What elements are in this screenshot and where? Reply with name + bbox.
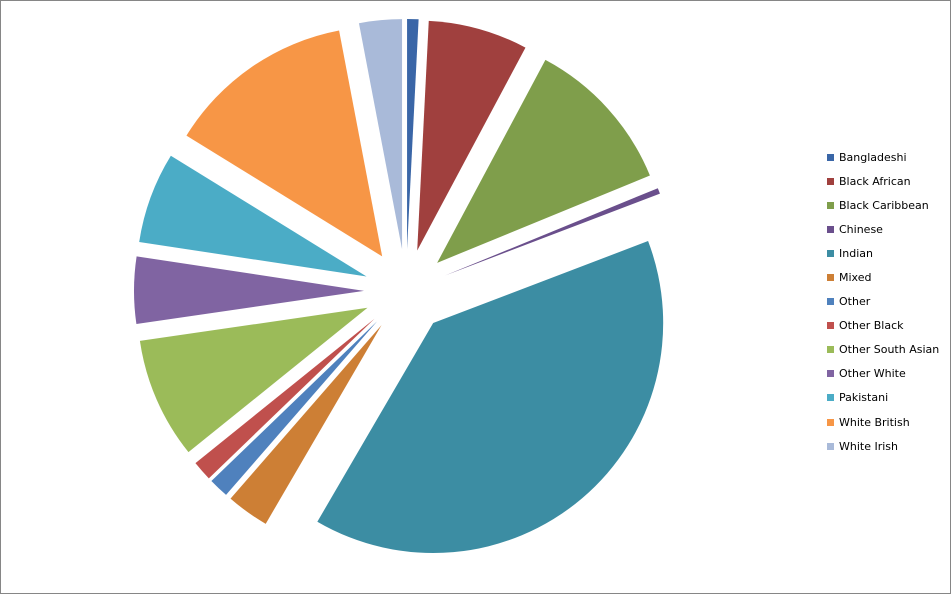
- pie-slice-other: [211, 321, 378, 495]
- pie-slice-white-irish: [358, 19, 403, 250]
- legend-label: Indian: [839, 246, 873, 260]
- legend-swatch: [827, 201, 834, 209]
- legend-item: Black African: [827, 169, 939, 193]
- legend-swatch: [827, 153, 834, 161]
- pie-slice-other-south-asian: [139, 307, 368, 453]
- legend-swatch: [827, 442, 834, 450]
- pie-slice-black-caribbean: [437, 59, 650, 263]
- legend-swatch: [827, 225, 834, 233]
- legend-swatch: [827, 298, 834, 306]
- legend: Bangladeshi Black African Black Caribbean C…: [827, 145, 939, 458]
- legend-item: Indian: [827, 241, 939, 265]
- legend-item: Black Caribbean: [827, 193, 939, 217]
- pie-slice-chinese: [445, 188, 660, 276]
- legend-item: Pakistani: [827, 386, 939, 410]
- legend-label: White British: [839, 415, 910, 429]
- legend-label: Chinese: [839, 222, 883, 236]
- legend-label: Other: [839, 295, 871, 309]
- legend-item: Other South Asian: [827, 338, 939, 362]
- legend-swatch: [827, 370, 834, 378]
- legend-swatch: [827, 177, 834, 185]
- legend-swatch: [827, 322, 834, 330]
- legend-item: Chinese: [827, 217, 939, 241]
- pie-slice-other-white: [134, 256, 365, 324]
- legend-swatch: [827, 346, 834, 354]
- legend-item: Mixed: [827, 265, 939, 289]
- legend-item: Bangladeshi: [827, 145, 939, 169]
- legend-label: Other Black: [839, 319, 904, 333]
- legend-label: Other South Asian: [839, 343, 940, 357]
- legend-label: Black Caribbean: [839, 198, 929, 212]
- legend-label: White Irish: [839, 439, 899, 453]
- pie-slice-white-british: [186, 30, 383, 257]
- legend-item: White British: [827, 410, 939, 434]
- legend-item: Other White: [827, 362, 939, 386]
- pie-slice-bangladeshi: [407, 19, 419, 250]
- legend-label: Mixed: [839, 271, 872, 285]
- pie-slice-mixed: [230, 325, 382, 524]
- pie-slice-other-black: [195, 318, 375, 479]
- legend-label: Black African: [839, 174, 911, 188]
- legend-label: Bangladeshi: [839, 150, 907, 164]
- legend-swatch: [827, 418, 834, 426]
- legend-item: Other: [827, 290, 939, 314]
- legend-swatch: [827, 274, 834, 282]
- legend-label: Other White: [839, 367, 906, 381]
- legend-item: White Irish: [827, 434, 939, 458]
- pie-slice-indian: [317, 241, 664, 554]
- legend-item: Other Black: [827, 314, 939, 338]
- legend-swatch: [827, 394, 834, 402]
- pie-slice-black-african: [417, 20, 526, 251]
- pie-slice-pakistani: [139, 155, 367, 277]
- legend-swatch: [827, 249, 834, 257]
- legend-label: Pakistani: [839, 391, 889, 405]
